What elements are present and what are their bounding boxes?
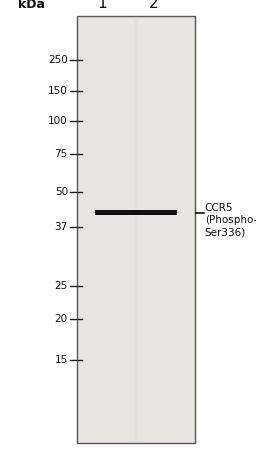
Text: 2: 2	[149, 0, 158, 11]
Text: 150: 150	[48, 86, 68, 96]
Text: 50: 50	[55, 187, 68, 197]
Text: 20: 20	[55, 314, 68, 324]
Text: 75: 75	[55, 149, 68, 159]
Bar	[95, 210, 177, 215]
Text: 15: 15	[55, 355, 68, 365]
Bar	[77, 16, 195, 443]
Text: 37: 37	[55, 222, 68, 232]
Text: 100: 100	[48, 116, 68, 126]
Text: 250: 250	[48, 55, 68, 65]
Text: CCR5
(Phospho-
Ser336): CCR5 (Phospho- Ser336)	[205, 203, 256, 237]
Text: kDa: kDa	[18, 0, 45, 11]
Text: 1: 1	[98, 0, 107, 11]
Text: 25: 25	[55, 281, 68, 291]
